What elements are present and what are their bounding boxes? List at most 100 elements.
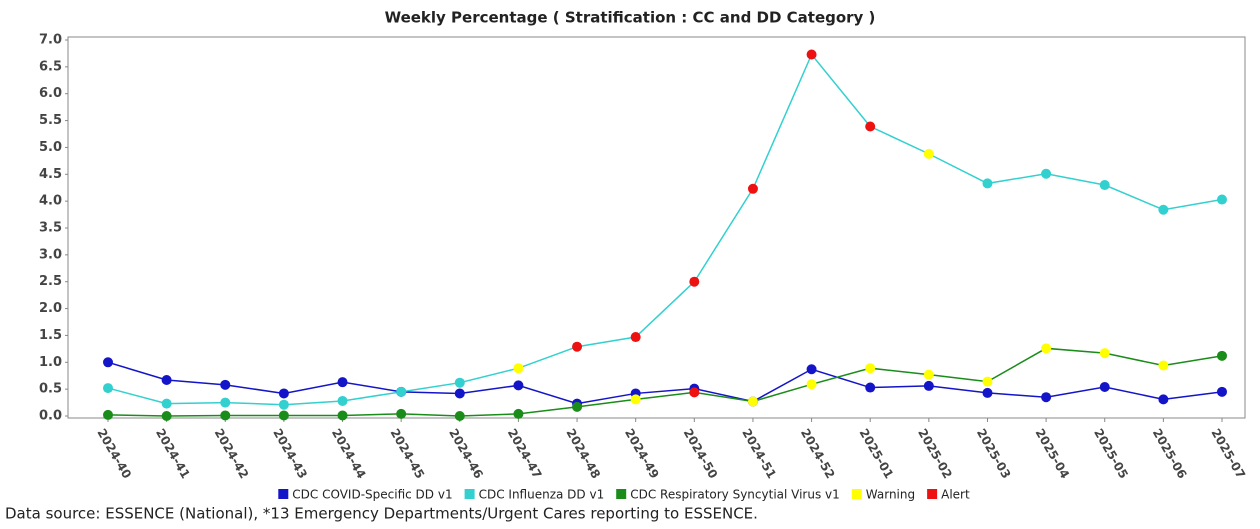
data-point bbox=[454, 377, 465, 388]
data-point bbox=[923, 148, 934, 159]
data-point bbox=[220, 410, 231, 421]
data-point bbox=[1217, 386, 1227, 397]
data-point bbox=[689, 276, 700, 287]
data-point bbox=[630, 394, 641, 405]
legend-swatch bbox=[616, 489, 627, 499]
x-tick-label: 2024-42 bbox=[212, 426, 252, 481]
data-point bbox=[161, 411, 172, 421]
y-tick-label: 0.0 bbox=[39, 409, 62, 424]
data-point bbox=[1217, 194, 1227, 205]
data-point bbox=[454, 411, 465, 421]
y-tick-label: 4.0 bbox=[39, 194, 62, 209]
data-point bbox=[1099, 348, 1110, 359]
data-point bbox=[1041, 392, 1052, 403]
data-point bbox=[220, 379, 231, 390]
y-tick-label: 6.5 bbox=[39, 59, 62, 74]
data-point bbox=[454, 388, 465, 399]
y-tick-label: 5.0 bbox=[39, 140, 62, 155]
y-tick-label: 1.5 bbox=[39, 328, 62, 343]
data-point bbox=[1158, 360, 1169, 371]
data-point bbox=[806, 379, 817, 390]
data-point bbox=[982, 387, 993, 398]
data-point bbox=[1099, 180, 1110, 191]
data-point bbox=[337, 410, 348, 421]
y-tick-label: 1.0 bbox=[39, 355, 62, 370]
chart-title: Weekly Percentage ( Stratification : CC … bbox=[385, 9, 876, 27]
data-point bbox=[337, 377, 348, 388]
data-point bbox=[161, 398, 172, 409]
data-point bbox=[689, 387, 700, 398]
x-tick-label: 2024-43 bbox=[270, 426, 310, 481]
data-point bbox=[161, 375, 172, 386]
x-tick-label: 2024-50 bbox=[681, 426, 721, 481]
y-tick-label: 7.0 bbox=[39, 33, 62, 48]
data-point bbox=[513, 380, 524, 391]
data-point bbox=[923, 380, 934, 391]
data-point bbox=[513, 363, 524, 374]
data-point bbox=[1041, 168, 1052, 179]
y-tick-label: 6.0 bbox=[39, 86, 62, 101]
data-point bbox=[747, 396, 758, 407]
x-tick-label: 2024-44 bbox=[329, 426, 369, 481]
x-tick-label: 2024-46 bbox=[446, 426, 486, 481]
x-tick-label: 2025-07 bbox=[1208, 426, 1248, 481]
data-point bbox=[1041, 343, 1052, 354]
x-tick-label: 2024-41 bbox=[153, 426, 193, 481]
legend-label: CDC COVID-Specific DD v1 bbox=[292, 488, 452, 502]
y-tick-label: 2.5 bbox=[39, 274, 62, 289]
data-point bbox=[982, 178, 993, 189]
data-point bbox=[396, 386, 407, 397]
data-point bbox=[572, 341, 583, 352]
x-tick-label: 2024-40 bbox=[94, 426, 134, 481]
x-tick-label: 2025-04 bbox=[1032, 426, 1072, 481]
data-point bbox=[806, 49, 817, 60]
data-point bbox=[630, 332, 641, 343]
data-point bbox=[278, 410, 289, 421]
series-line bbox=[107, 347, 1223, 417]
legend-label: CDC Respiratory Syncytial Virus v1 bbox=[630, 488, 840, 502]
data-point bbox=[396, 408, 407, 419]
series-line bbox=[107, 53, 1223, 406]
data-point bbox=[1217, 350, 1227, 361]
x-tick-label: 2025-02 bbox=[915, 426, 955, 481]
y-tick-label: 3.0 bbox=[39, 247, 62, 262]
data-point bbox=[220, 397, 231, 408]
data-point bbox=[865, 121, 876, 132]
legend-label: CDC Influenza DD v1 bbox=[479, 488, 605, 502]
x-tick-label: 2024-47 bbox=[505, 426, 545, 481]
x-tick-label: 2025-06 bbox=[1150, 426, 1190, 481]
data-point bbox=[278, 399, 289, 410]
data-point bbox=[103, 357, 113, 368]
data-point bbox=[865, 363, 876, 374]
data-point bbox=[865, 382, 876, 393]
legend-swatch bbox=[851, 489, 862, 499]
data-point bbox=[513, 408, 524, 419]
x-tick-label: 2024-45 bbox=[388, 426, 428, 481]
data-point bbox=[572, 401, 583, 412]
data-point bbox=[747, 183, 758, 194]
legend-label: Alert bbox=[941, 488, 970, 502]
data-point bbox=[1099, 381, 1110, 392]
legend-swatch bbox=[464, 489, 475, 499]
legend-swatch bbox=[927, 489, 938, 499]
y-tick-label: 2.0 bbox=[39, 301, 62, 316]
data-point bbox=[337, 395, 348, 406]
data-point bbox=[982, 376, 993, 387]
legend-label: Warning bbox=[866, 488, 915, 502]
data-point bbox=[103, 409, 113, 420]
y-tick-label: 4.5 bbox=[39, 167, 62, 182]
x-tick-label: 2024-49 bbox=[622, 426, 662, 481]
y-tick-label: 0.5 bbox=[39, 382, 62, 397]
data-point bbox=[923, 369, 934, 380]
x-tick-label: 2025-03 bbox=[974, 426, 1014, 481]
data-point bbox=[1158, 394, 1169, 405]
y-tick-label: 3.5 bbox=[39, 221, 62, 236]
x-tick-label: 2024-51 bbox=[739, 426, 779, 481]
plot-frame bbox=[67, 36, 1246, 419]
legend-swatch bbox=[278, 489, 289, 499]
data-point bbox=[806, 364, 817, 375]
series-line bbox=[107, 361, 1223, 405]
data-point bbox=[278, 388, 289, 399]
